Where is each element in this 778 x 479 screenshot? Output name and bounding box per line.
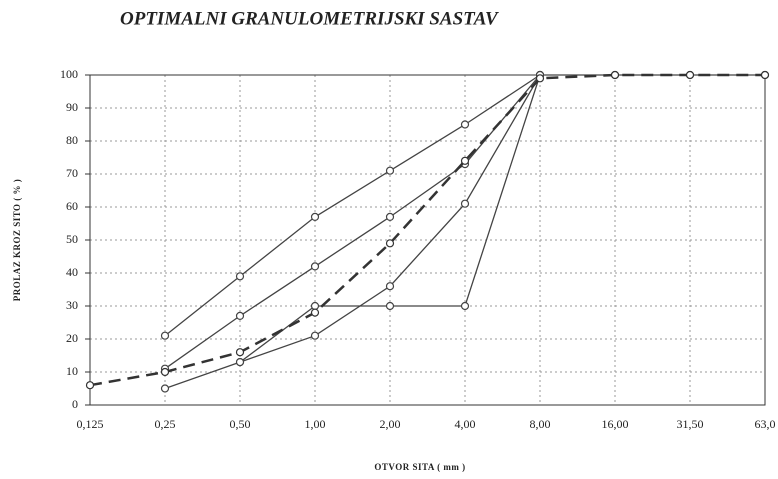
marker: [760, 70, 770, 80]
marker: [160, 384, 170, 393]
marker: [460, 120, 470, 129]
y-axis-label: PROLAZ KROZ SITO ( % ): [12, 179, 22, 302]
x-axis-label: OTVOR SITA ( mm ): [374, 462, 465, 472]
y-tick-label: 40: [66, 265, 78, 279]
marker: [535, 74, 545, 83]
marker: [385, 301, 395, 311]
x-tick-label: 1,00: [305, 417, 326, 431]
y-tick-label: 30: [66, 298, 78, 312]
y-tick-label: 90: [66, 100, 78, 114]
series-line: [89, 73, 765, 387]
series-line: [164, 74, 541, 390]
y-tick-label: 70: [66, 166, 78, 180]
x-tick-label: 63,0: [755, 417, 776, 431]
marker: [85, 381, 95, 390]
marker: [385, 239, 395, 248]
marker: [160, 367, 170, 377]
x-tick-label: 2,00: [380, 417, 401, 431]
x-tick-label: 0,125: [77, 417, 104, 431]
y-tick-label: 80: [66, 133, 78, 147]
marker: [310, 301, 320, 311]
plot-frame: [89, 74, 766, 406]
x-tick-label: 0,50: [230, 417, 251, 431]
chart-title: OPTIMALNI GRANULOMETRIJSKI SASTAV: [120, 8, 499, 29]
marker: [310, 308, 320, 317]
x-tick-label: 31,50: [677, 417, 704, 431]
marker: [610, 70, 620, 80]
y-tick-label: 50: [66, 232, 78, 246]
x-tick-label: 8,00: [530, 417, 551, 431]
marker: [460, 301, 470, 311]
marker: [310, 331, 320, 340]
marker: [385, 282, 395, 291]
marker: [385, 166, 395, 175]
y-tick-label: 0: [72, 397, 78, 411]
x-tick-label: 4,00: [455, 417, 476, 431]
marker: [685, 70, 695, 80]
marker: [235, 311, 245, 320]
y-tick-label: 10: [66, 364, 78, 378]
y-tick-label: 100: [60, 67, 78, 81]
y-tick-label: 60: [66, 199, 78, 213]
marker: [310, 212, 320, 221]
marker: [310, 262, 320, 271]
marker: [460, 156, 470, 165]
marker: [460, 199, 470, 208]
x-tick-label: 16,00: [602, 417, 629, 431]
marker: [385, 212, 395, 221]
marker: [235, 348, 245, 357]
series-line: [164, 74, 541, 370]
y-tick-label: 20: [66, 331, 78, 345]
marker: [235, 272, 245, 281]
marker: [160, 331, 170, 340]
x-tick-label: 0,25: [155, 417, 176, 431]
marker: [235, 358, 245, 367]
